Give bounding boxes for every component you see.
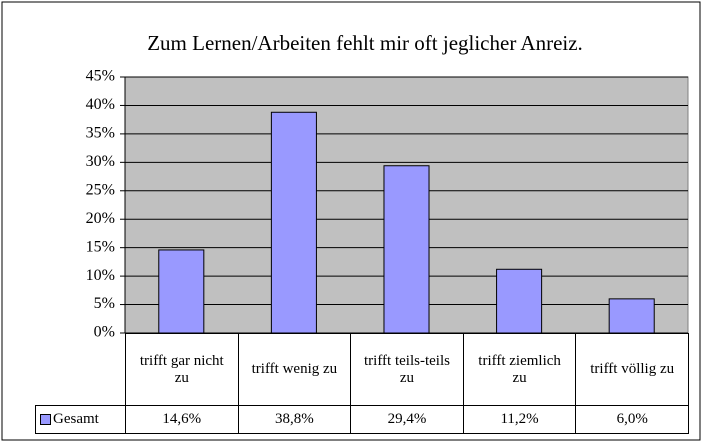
bar [270, 111, 317, 334]
value-cell: 6,0% [575, 405, 689, 434]
y-tick-label: 0% [94, 324, 115, 341]
category-cell: trifft teils-teils zu [350, 333, 464, 406]
bar [496, 268, 543, 334]
legend-key [40, 414, 51, 425]
bar [608, 298, 655, 334]
chart-title: Zum Lernen/Arbeiten fehlt mir oft jeglic… [147, 31, 583, 55]
y-tick-label: 15% [86, 238, 115, 255]
category-cell: trifft völlig zu [575, 333, 689, 406]
y-tick-label: 10% [86, 267, 115, 284]
y-tick-label: 5% [94, 295, 115, 312]
category-cell: trifft gar nicht zu [125, 333, 239, 406]
y-tick-label: 40% [86, 96, 115, 113]
legend-label: Gesamt [53, 411, 99, 427]
value-cell: 29,4% [350, 405, 464, 434]
bar [383, 165, 430, 334]
legend-cell: Gesamt [35, 405, 126, 434]
bar [158, 249, 205, 334]
value-cell: 11,2% [462, 405, 577, 434]
value-cell: 14,6% [125, 405, 239, 434]
value-cell: 38,8% [237, 405, 352, 434]
y-tick-label: 20% [86, 210, 115, 227]
category-cell: trifft wenig zu [237, 333, 352, 406]
category-cell: trifft ziemlich zu [462, 333, 577, 406]
y-tick-label: 35% [86, 125, 115, 142]
y-tick-label: 30% [86, 153, 115, 170]
y-tick-label: 45% [86, 68, 115, 85]
y-tick-label: 25% [86, 181, 115, 198]
